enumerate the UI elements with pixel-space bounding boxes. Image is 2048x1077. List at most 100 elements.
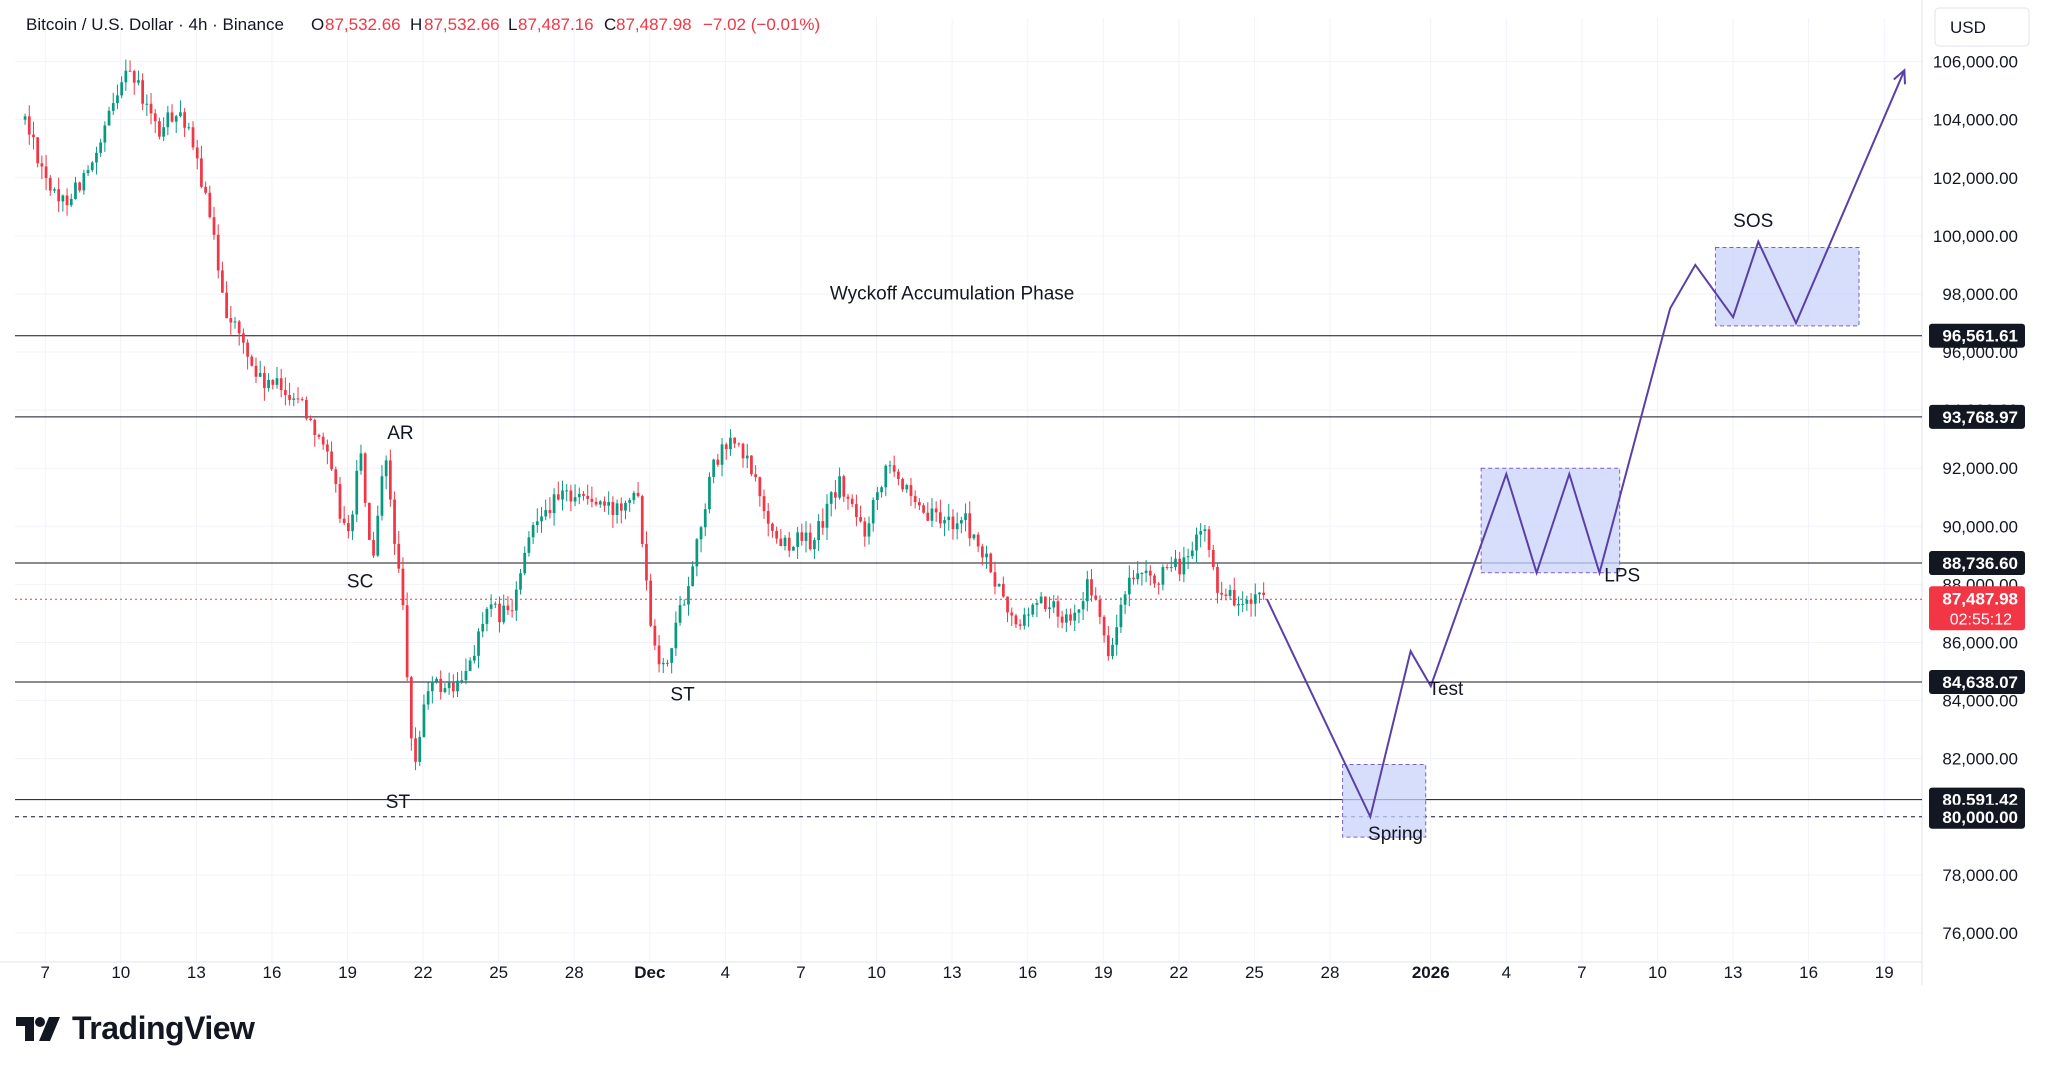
candle-body	[1031, 604, 1035, 615]
candle-body	[619, 503, 623, 511]
candle-body	[540, 516, 543, 522]
candle-body	[65, 195, 69, 206]
candle-body	[221, 270, 224, 293]
candle-body	[36, 137, 40, 164]
current-price-text: 87,487.98	[1942, 589, 2018, 608]
candle-body	[162, 127, 165, 137]
projection-boxes	[1342, 246, 1860, 838]
candle-body	[1064, 614, 1068, 623]
lps-box	[1480, 467, 1621, 574]
candle-body	[565, 490, 569, 492]
price-level-tag	[1929, 323, 2025, 348]
price-level-tag-text: 84,638.07	[1942, 673, 2018, 692]
annotation-label: SC	[347, 571, 373, 592]
candle-body	[225, 292, 228, 319]
currency-button[interactable]	[1934, 7, 2030, 47]
candle-body	[141, 80, 145, 104]
candle-body	[976, 534, 980, 547]
candle-body	[645, 543, 648, 581]
x-tick-label: Dec	[634, 963, 665, 982]
candle-body	[456, 680, 459, 692]
candle-body	[758, 477, 762, 497]
annotation-label: Test	[1428, 679, 1464, 700]
candle-body	[993, 572, 997, 587]
candle-body	[674, 622, 678, 649]
candle-body	[103, 125, 107, 143]
annotation-label: Spring	[1368, 824, 1423, 845]
candle-body	[284, 390, 287, 395]
candle-body	[834, 492, 837, 498]
candle-body	[901, 478, 904, 490]
candle-body	[939, 512, 942, 524]
x-tick-label: 7	[40, 963, 49, 982]
candle-body	[305, 399, 308, 419]
current-price-tag	[1929, 586, 2025, 631]
candle-body	[951, 516, 955, 530]
x-tick-label: 22	[414, 963, 433, 982]
candle-body	[556, 494, 560, 500]
candle-body	[897, 471, 900, 479]
candle-body	[292, 398, 296, 400]
candle-body	[300, 399, 304, 401]
x-tick-label: 16	[1018, 963, 1037, 982]
projection-path	[1266, 68, 1906, 820]
x-tick-label: 22	[1169, 963, 1188, 982]
projection-arrowhead	[1893, 68, 1906, 85]
candle-body	[699, 527, 703, 540]
annotation-label: Wyckoff Accumulation Phase	[830, 284, 1075, 305]
candle-body	[787, 537, 791, 551]
x-tick-label: 7	[796, 963, 805, 982]
x-tick-label: 10	[111, 963, 130, 982]
candle-body	[729, 437, 732, 450]
candle-body	[712, 459, 716, 477]
candle-body	[829, 492, 833, 504]
candle-body	[435, 678, 438, 682]
candle-body	[153, 113, 157, 122]
candle-body	[1216, 567, 1219, 593]
candle-body	[892, 465, 896, 472]
candle-body	[1258, 592, 1261, 595]
candle-body	[1018, 624, 1022, 626]
x-axis: 7 10 13 16 19 22 25 28 Dec 4 7 10 13 16 19 22 25 28 2026 4 7…	[40, 963, 1893, 982]
candle-body	[888, 465, 892, 467]
candle-body	[174, 116, 178, 122]
brand-logo[interactable]: TradingView	[16, 1010, 255, 1047]
candle-body	[137, 80, 140, 83]
candle-body	[980, 546, 984, 558]
candle-body	[611, 502, 615, 516]
candle-body	[170, 112, 174, 122]
candle-body	[779, 538, 783, 547]
symbol-label[interactable]: Bitcoin / U.S. Dollar · 4h · Binance	[26, 15, 284, 34]
candle-body	[27, 116, 31, 135]
candle-body	[594, 501, 598, 505]
candle-body	[577, 493, 581, 498]
ohlc-close: 87,487.98	[616, 15, 692, 34]
price-level-tag-text: 96,561.61	[1942, 327, 2018, 346]
candle-body	[821, 521, 825, 528]
candle-body	[1182, 557, 1186, 575]
candle-body	[468, 660, 472, 671]
candle-body	[716, 459, 720, 465]
candle-body	[1174, 558, 1177, 568]
candle-body	[179, 112, 182, 117]
candle-body	[741, 443, 745, 459]
candle-body	[288, 394, 291, 400]
candle-body	[1211, 549, 1215, 568]
candle-body	[762, 496, 766, 512]
candle-body	[1136, 573, 1140, 580]
candle-body	[1161, 567, 1165, 585]
y-tick-label: 76,000.00	[1942, 924, 2018, 943]
candle-body	[737, 443, 741, 445]
candle-body	[489, 604, 493, 609]
candle-body	[691, 566, 695, 587]
candle-body	[514, 589, 518, 611]
candle-body	[204, 186, 207, 193]
candle-body	[376, 515, 380, 556]
annotation-label: SOS	[1733, 211, 1773, 232]
candle-body	[1014, 615, 1018, 625]
candle-body	[985, 553, 988, 558]
candle-body	[338, 484, 342, 519]
candle-body	[464, 670, 468, 681]
candle-body	[1203, 529, 1207, 532]
candle-body	[1224, 594, 1228, 596]
